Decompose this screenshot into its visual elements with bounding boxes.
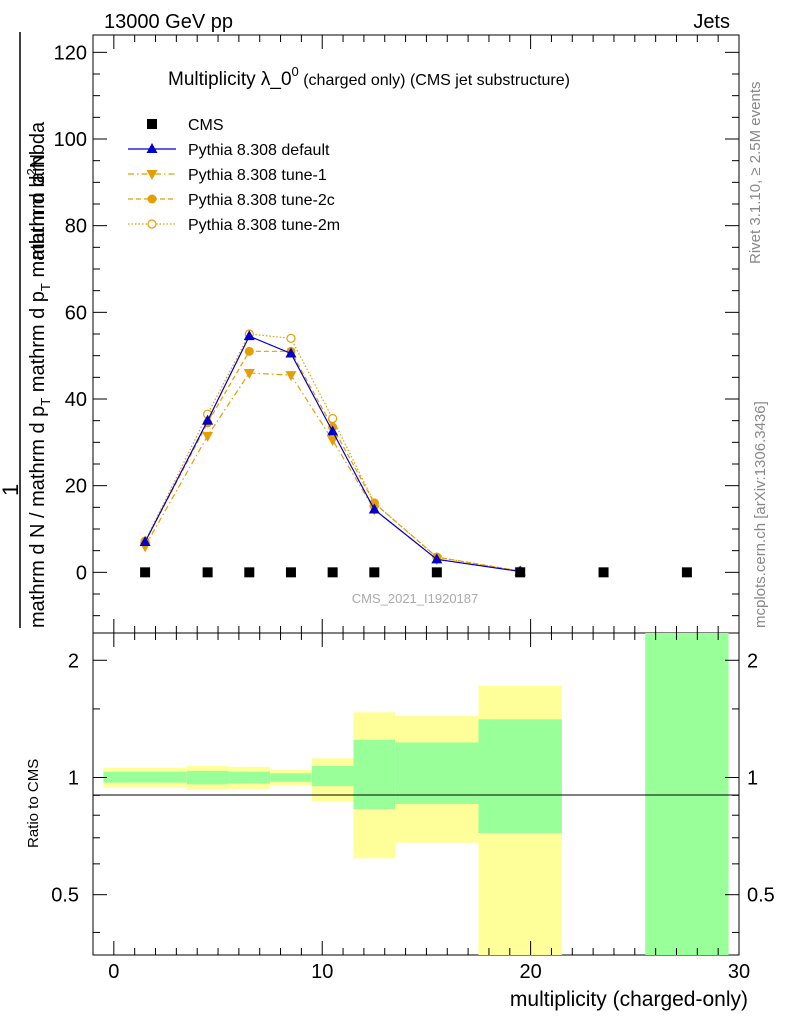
- ratio-bands: [103, 633, 729, 955]
- x-tick-label: 20: [519, 961, 541, 983]
- data-point-cms: [147, 119, 157, 129]
- data-point-default: [243, 330, 255, 341]
- y-tick-label: 20: [65, 476, 87, 498]
- data-point-tune-2c: [147, 194, 157, 204]
- y-label-numerator: mathrm d2N: [24, 154, 49, 260]
- y-label-one: 1: [0, 484, 23, 496]
- y-tick-label: 60: [65, 302, 87, 324]
- data-point-tune-2m: [286, 333, 296, 343]
- legend-label: Pythia 8.308 default: [188, 142, 330, 159]
- mcplots-label: mcplots.cern.ch [arXiv:1306.3436]: [752, 401, 769, 628]
- data-point-cms: [515, 567, 526, 578]
- y-tick-label: 80: [65, 216, 87, 238]
- data-point-cms: [202, 567, 213, 578]
- ratio-tick-label-right: 2: [747, 650, 758, 672]
- series-line: [144, 333, 521, 572]
- ratio-plot-frame: [92, 632, 740, 956]
- data-point-tune-2m: [147, 219, 157, 229]
- ratio-band-inner: [186, 770, 229, 785]
- series-triangle-down: [139, 369, 526, 578]
- series-line: [144, 372, 521, 573]
- rivet-label: Rivet 3.1.10, ≥ 2.5M events: [747, 82, 764, 265]
- ratio-band-inner: [228, 771, 271, 784]
- data-point-tune-2c: [244, 346, 254, 356]
- data-point-default: [368, 503, 380, 514]
- data-point-tune-1: [146, 170, 158, 180]
- data-point-tune-1: [285, 371, 297, 382]
- ratio-band-inner: [270, 773, 312, 782]
- data-point-cms: [285, 567, 296, 578]
- jets-label: Jets: [693, 11, 730, 33]
- y-tick-label: 40: [65, 389, 87, 411]
- legend-label: CMS: [188, 117, 224, 134]
- x-tick-label: 30: [728, 961, 750, 983]
- series-line: [144, 350, 521, 572]
- data-point-default: [146, 143, 158, 153]
- data-point-tune-2m: [328, 413, 338, 424]
- y-axis-label-ratio: Ratio to CMS: [25, 759, 42, 848]
- ratio-band-inner: [103, 771, 187, 783]
- ratio-tick-label-left: 0.5: [51, 885, 79, 907]
- ratio-tick-label-left: 2: [68, 650, 79, 672]
- ratio-band-inner: [478, 719, 562, 834]
- ratio-band-inner: [645, 633, 729, 955]
- data-point-default: [431, 553, 443, 564]
- data-point-cms: [244, 567, 255, 578]
- legend-label: Pythia 8.308 tune-2m: [188, 217, 340, 234]
- y-axis-label-main: 1 mathrm d2N mathrm d N / mathrm d pT ma…: [0, 32, 53, 628]
- data-point-cms: [431, 567, 442, 578]
- energy-label: 13000 GeV pp: [104, 11, 233, 33]
- series-triangle-up: [139, 330, 526, 576]
- analysis-watermark: CMS_2021_I1920187: [352, 591, 479, 606]
- x-tick-label: 10: [311, 961, 333, 983]
- data-point-default: [139, 536, 151, 546]
- axes: 0 20 40 60 80 100 120 0 10 20 30 0.5 0.5 1 1 2 2: [51, 35, 775, 983]
- data-point-tune-1: [202, 431, 214, 442]
- x-tick-label: 0: [108, 961, 119, 983]
- series-circle: [140, 346, 525, 576]
- ratio-band-inner: [311, 766, 354, 787]
- series-square: [140, 567, 692, 578]
- data-point-default: [285, 347, 297, 358]
- data-point-cms: [598, 567, 609, 578]
- ratio-band-inner: [353, 739, 396, 809]
- data-point-cms: [681, 567, 692, 578]
- series-open-circle: [140, 329, 525, 576]
- y-tick-label: 120: [54, 42, 87, 64]
- data-point-cms: [369, 567, 380, 578]
- data-point-tune-1: [327, 436, 339, 447]
- data-point-tune-1: [243, 369, 255, 379]
- ratio-tick-label-right: 1: [747, 767, 758, 789]
- y-label-denominator: mathrm d N / mathrm d pT mathrm d pT mat…: [27, 121, 53, 628]
- series-group: [139, 329, 692, 578]
- data-point-cms: [140, 567, 151, 578]
- ratio-tick-label-right: 0.5: [747, 885, 775, 907]
- legend-label: Pythia 8.308 tune-1: [188, 167, 327, 184]
- y-tick-label: 100: [54, 129, 87, 151]
- legend: CMS Pythia 8.308 default Pythia 8.308 tune…: [128, 117, 340, 234]
- plot-title: Multiplicity λ_00 (charged only) (CMS je…: [168, 64, 570, 90]
- data-point-default: [327, 425, 339, 436]
- legend-label: Pythia 8.308 tune-2c: [188, 192, 335, 209]
- x-axis-label: multiplicity (charged-only): [510, 988, 748, 1011]
- data-point-default: [202, 414, 214, 425]
- ratio-tick-label-left: 1: [68, 767, 79, 789]
- ratio-band-inner: [395, 742, 479, 804]
- series-line: [144, 335, 521, 573]
- data-point-cms: [327, 567, 338, 578]
- y-tick-label: 0: [76, 562, 87, 584]
